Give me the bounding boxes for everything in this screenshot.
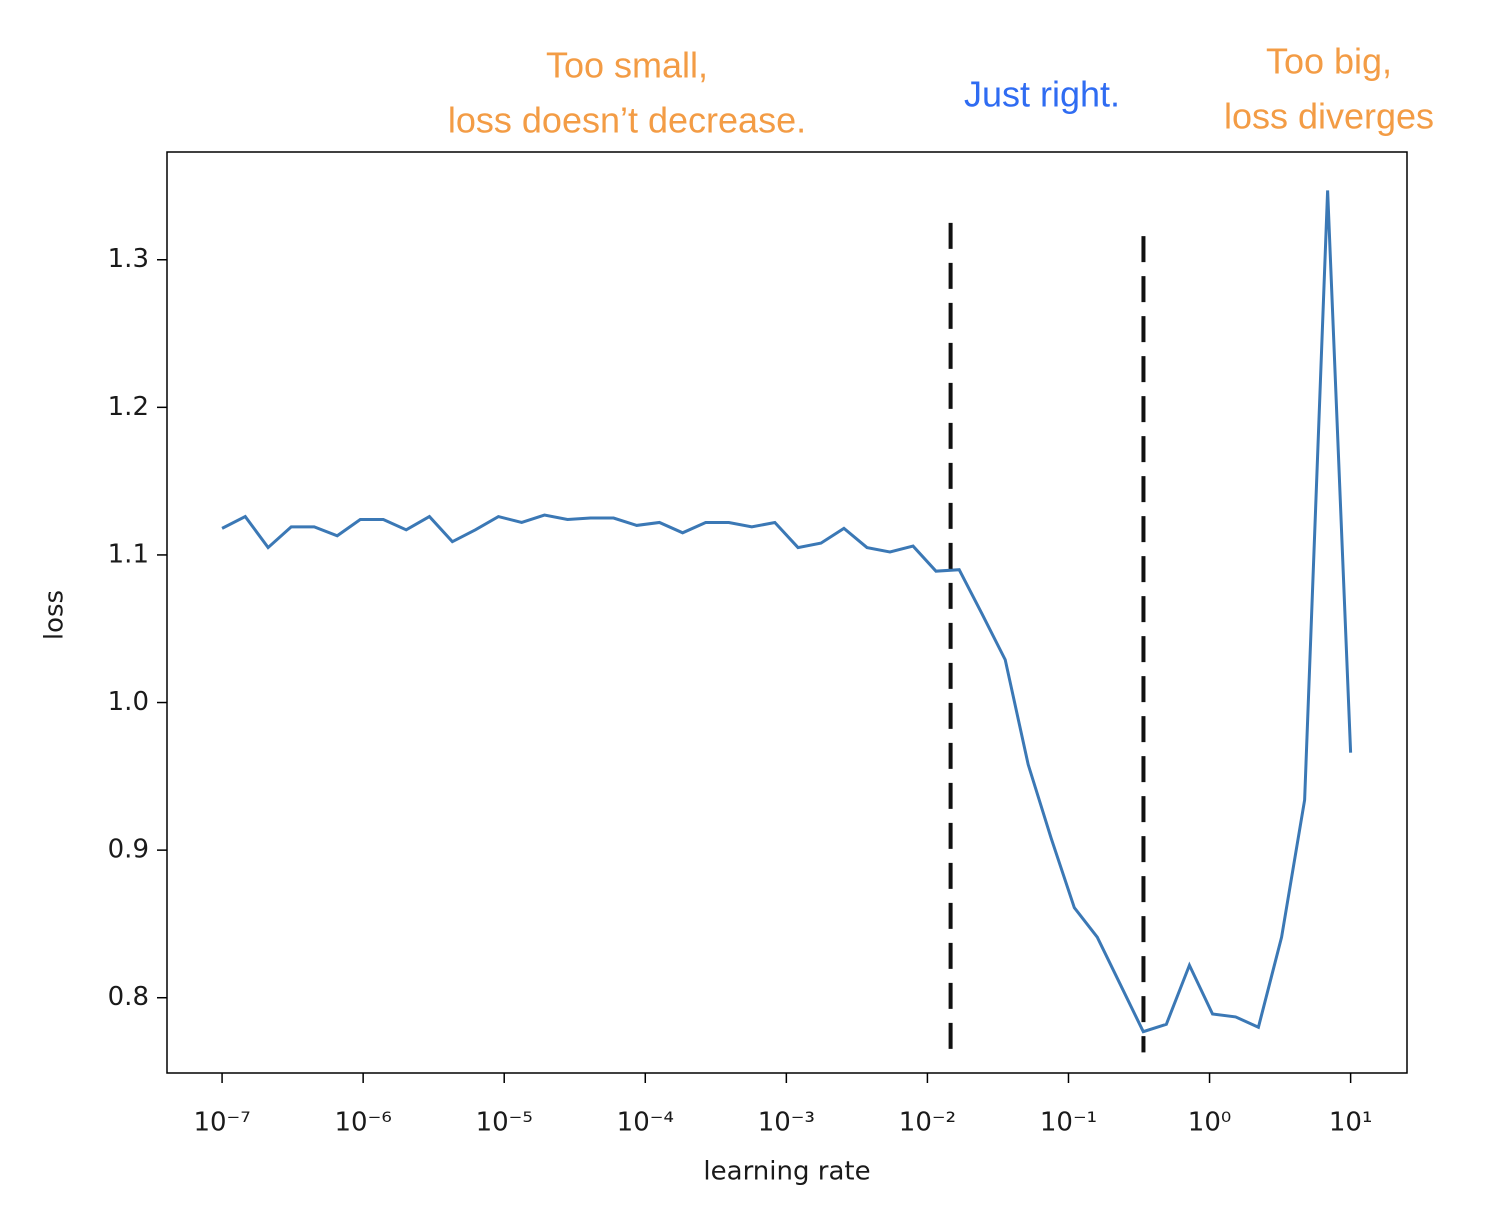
x-tick-label: 10⁻⁴	[617, 1108, 674, 1138]
x-tick-label: 10⁻⁶	[335, 1108, 392, 1138]
x-tick-label: 10¹	[1329, 1108, 1373, 1138]
x-axis-label: learning rate	[703, 1157, 870, 1187]
annotation: Too small,	[546, 45, 708, 86]
x-tick-label: 10⁻⁵	[476, 1108, 533, 1138]
x-tick-label: 10⁻¹	[1040, 1108, 1097, 1138]
y-axis-label: loss	[40, 590, 70, 640]
annotation: loss doesn’t decrease.	[448, 100, 806, 141]
annotation: loss diverges	[1224, 96, 1434, 137]
y-tick-label: 1.2	[108, 392, 149, 422]
x-tick-label: 10⁻³	[758, 1108, 815, 1138]
y-tick-label: 1.0	[108, 687, 149, 717]
y-tick-label: 0.9	[108, 835, 149, 865]
x-tick-label: 10⁰	[1188, 1108, 1232, 1138]
annotation: Too big,	[1266, 41, 1392, 82]
y-tick-label: 1.3	[108, 244, 149, 274]
y-tick-label: 0.8	[108, 982, 149, 1012]
y-tick-label: 1.1	[108, 539, 149, 569]
x-tick-label: 10⁻²	[899, 1108, 956, 1138]
annotation: Just right.	[964, 74, 1120, 115]
x-tick-label: 10⁻⁷	[193, 1108, 250, 1138]
loss-line	[221, 190, 1353, 1034]
plot-frame	[166, 151, 1408, 1074]
